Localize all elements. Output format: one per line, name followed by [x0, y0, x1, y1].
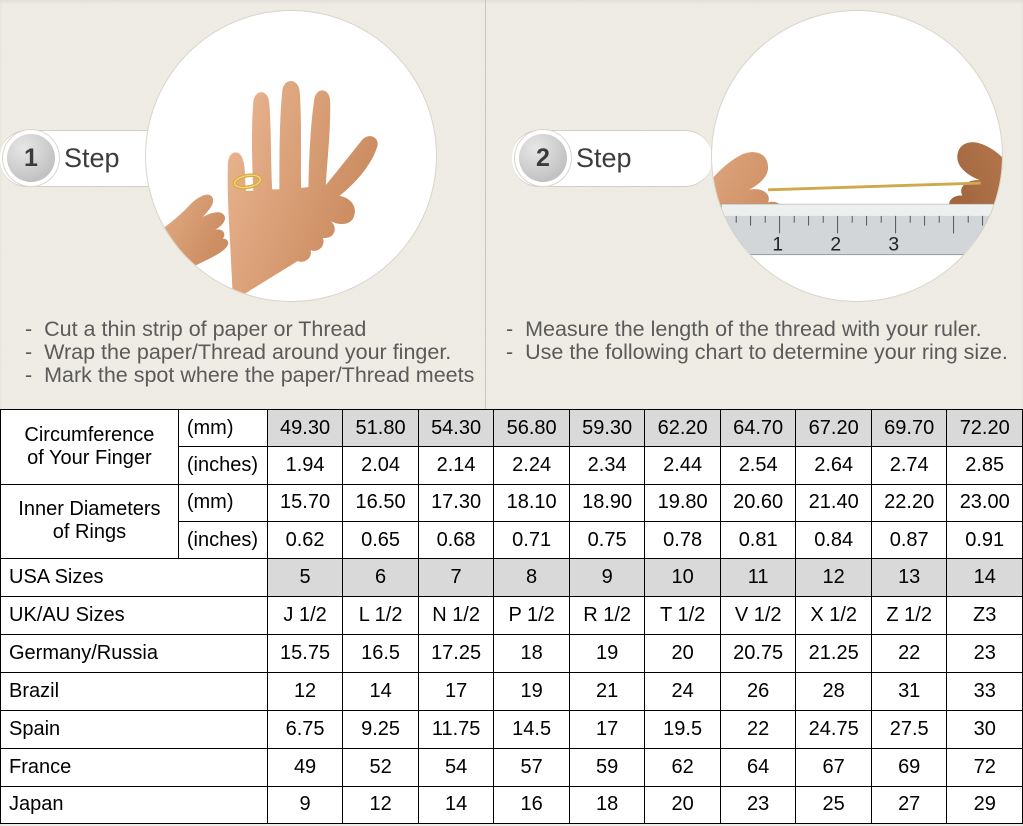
- svg-text:1: 1: [772, 235, 783, 256]
- svg-text:3: 3: [888, 235, 899, 256]
- svg-text:2: 2: [830, 235, 841, 256]
